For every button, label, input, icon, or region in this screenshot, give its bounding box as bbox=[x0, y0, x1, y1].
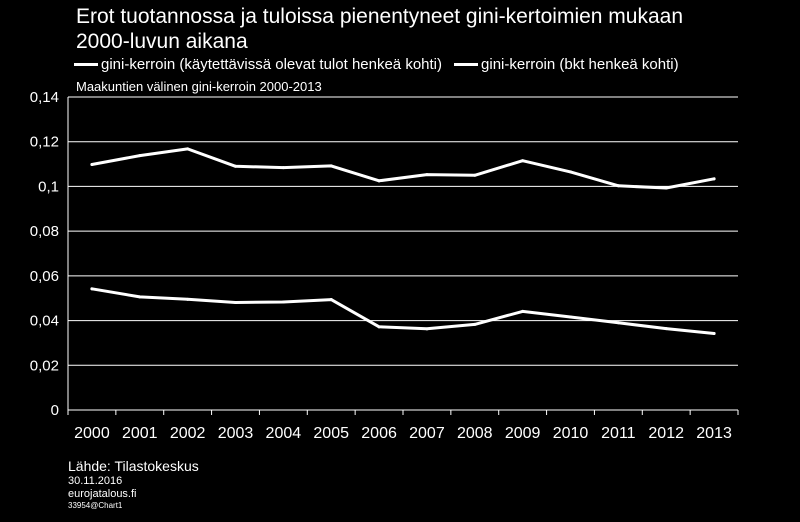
data-point bbox=[616, 184, 620, 188]
legend-item-income: gini-kerroin (käytettävissä olevat tulot… bbox=[74, 56, 442, 73]
data-point bbox=[186, 297, 190, 301]
publish-date: 30.11.2016 bbox=[68, 475, 123, 487]
legend-swatch-gdp bbox=[454, 63, 479, 66]
legend-label-income: gini-kerroin (käytettävissä olevat tulot… bbox=[101, 56, 443, 73]
x-tick-label: 2001 bbox=[122, 425, 158, 442]
data-point bbox=[90, 287, 94, 291]
data-point bbox=[521, 159, 525, 163]
data-point bbox=[664, 327, 668, 331]
data-point bbox=[377, 325, 381, 329]
chart-code: 33954@Chart1 bbox=[68, 501, 123, 510]
data-point bbox=[664, 186, 668, 190]
data-point bbox=[569, 170, 572, 174]
x-tick-label: 2006 bbox=[361, 425, 397, 442]
series-line-income bbox=[90, 287, 716, 335]
x-tick-label: 2011 bbox=[601, 425, 636, 442]
y-tick-label: 0,06 bbox=[30, 268, 59, 285]
x-tick-label: 2008 bbox=[457, 425, 493, 442]
data-point bbox=[186, 147, 190, 151]
x-tick-label: 2004 bbox=[266, 425, 302, 442]
data-point bbox=[234, 164, 237, 168]
x-tick-label: 2002 bbox=[170, 425, 206, 442]
y-tick-label: 0 bbox=[51, 402, 59, 419]
y-tick-label: 0,12 bbox=[30, 134, 59, 151]
site-name: eurojatalous.fi bbox=[68, 488, 137, 500]
data-point bbox=[281, 166, 285, 170]
data-point bbox=[521, 309, 525, 313]
x-tick-label: 2005 bbox=[313, 425, 349, 442]
data-point bbox=[712, 177, 716, 181]
data-point bbox=[234, 300, 237, 304]
y-tick-label: 0,1 bbox=[38, 178, 59, 195]
data-point bbox=[712, 332, 716, 336]
data-point bbox=[569, 315, 572, 319]
chart-title-line-2: 2000-luvun aikana bbox=[76, 30, 248, 53]
x-tick-label: 2000 bbox=[74, 425, 110, 442]
source-note: Lähde: Tilastokeskus bbox=[68, 458, 199, 474]
x-tick-label: 2009 bbox=[505, 425, 541, 442]
x-tick-label: 2003 bbox=[218, 425, 254, 442]
data-point bbox=[616, 321, 620, 325]
chart-subtitle: Maakuntien välinen gini-kerroin 2000-201… bbox=[76, 79, 322, 94]
y-tick-label: 0,14 bbox=[30, 89, 59, 106]
data-point bbox=[281, 300, 285, 304]
data-point bbox=[425, 173, 429, 177]
data-point bbox=[138, 295, 142, 299]
data-point bbox=[329, 298, 333, 302]
chart-title-line-1: Erot tuotannossa ja tuloissa pienentynee… bbox=[76, 5, 684, 28]
data-point bbox=[138, 154, 142, 158]
footer: Lähde: Tilastokeskus 30.11.2016 eurojata… bbox=[68, 458, 199, 511]
line-chart: 0,14 0,12 0,1 0,08 0,06 0,04 0,02 0 2000 2001 2002… bbox=[30, 89, 739, 442]
data-point bbox=[329, 164, 333, 168]
series-line-gdp bbox=[90, 147, 716, 190]
x-tick-label: 2007 bbox=[409, 425, 445, 442]
data-point bbox=[90, 163, 94, 167]
legend-item-gdp: gini-kerroin (bkt henkeä kohti) bbox=[454, 56, 679, 73]
y-tick-label: 0,08 bbox=[30, 223, 59, 240]
legend-swatch-income bbox=[74, 63, 98, 66]
data-point bbox=[425, 327, 429, 331]
x-tick-label: 2010 bbox=[553, 425, 589, 442]
y-tick-label: 0,04 bbox=[30, 313, 59, 330]
y-tick-label: 0,02 bbox=[30, 357, 59, 374]
data-point bbox=[377, 179, 381, 183]
data-point bbox=[473, 322, 477, 326]
legend-label-gdp: gini-kerroin (bkt henkeä kohti) bbox=[481, 56, 679, 73]
x-tick-label: 2013 bbox=[696, 425, 732, 442]
x-tick-label: 2012 bbox=[648, 425, 684, 442]
chart-title: Erot tuotannossa ja tuloissa pienentynee… bbox=[76, 4, 776, 54]
legend: gini-kerroin (käytettävissä olevat tulot… bbox=[74, 56, 679, 73]
data-point bbox=[473, 173, 477, 177]
